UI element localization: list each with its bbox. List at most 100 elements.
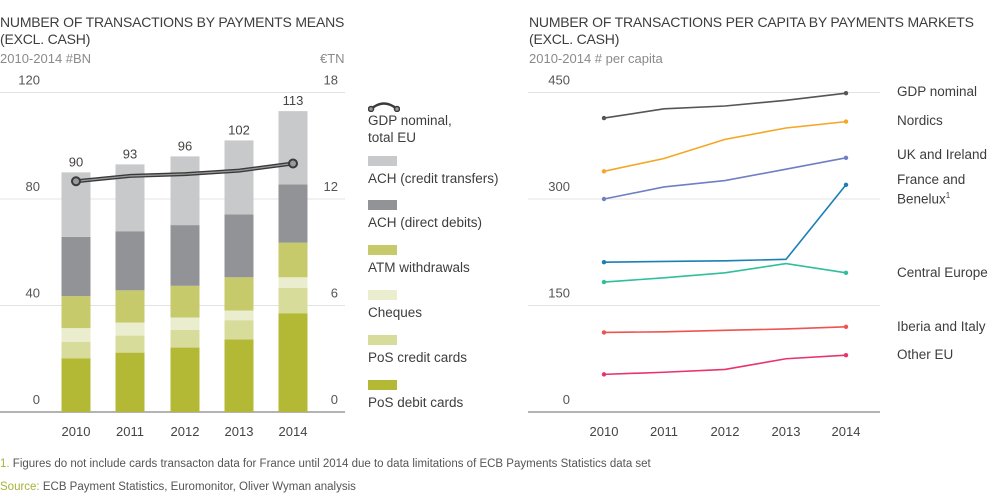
legend-label: GDP nominal, total EU [368, 113, 452, 145]
line-central-europe [603, 262, 847, 283]
left-y-tick-label: 40 [26, 286, 40, 301]
bar-segment-atm-withdrawals [61, 296, 91, 329]
right-chart: 0 150 300 450 2010 2011 2012 2013 2014 [528, 73, 880, 440]
legend-item: ACH (direct debits) [368, 200, 482, 231]
series-label: Nordics [897, 113, 943, 128]
right-title-line1: NUMBER OF TRANSACTIONS PER CAPITA BY PAY… [529, 14, 974, 30]
left-y2-tick-label: 12 [324, 179, 338, 194]
left-chart-right-unit: €TN [320, 51, 345, 66]
point-other-eu [601, 372, 607, 377]
bar-segment-atm-withdrawals [278, 242, 308, 278]
left-chart-subtitle: 2010-2014 #BN [0, 51, 92, 66]
point-nordics [601, 169, 607, 174]
legend-item: GDP nominal, total EU [368, 98, 478, 146]
legend-label: ATM withdrawals [368, 260, 470, 275]
bar-segment-pos-credit-cards [170, 329, 200, 348]
source-label: Source: [0, 481, 40, 493]
bar-segment-pos-credit-cards [278, 287, 308, 314]
left-chart-title: NUMBER OF TRANSACTIONS BY PAYMENTS MEANS… [0, 14, 344, 48]
bar-total-label: 96 [178, 138, 192, 153]
right-ticks: 0 150 300 450 2010 2011 2012 2013 2014 [548, 73, 860, 440]
legend-item: ATM withdrawals [368, 245, 470, 276]
bar-total-label: 90 [69, 154, 83, 169]
left-y-tick-label: 0 [33, 392, 40, 407]
line-uk-and-ireland [603, 157, 847, 200]
point-france-and-benelux [843, 182, 849, 187]
right-title-line2: (EXCL. CASH) [529, 31, 620, 47]
legend-line-marker [368, 105, 375, 112]
bar-segment-pos-debit-cards [224, 339, 254, 412]
bar-segment-ach-credit-transfers [224, 140, 254, 215]
bar-segment-pos-credit-cards [224, 320, 254, 340]
legend-swatch [368, 380, 397, 390]
left-bars [61, 111, 308, 412]
bar-segment-pos-debit-cards [170, 347, 200, 412]
legend-line-marker [393, 105, 400, 112]
bar-segment-atm-withdrawals [115, 290, 145, 323]
gdp-line-marker [71, 176, 81, 187]
gdp-line-legend-icon [368, 102, 400, 112]
left-y-tick-label: 120 [18, 73, 40, 88]
series-label: UK and Ireland [897, 147, 988, 162]
point-france-and-benelux [601, 259, 607, 265]
gdp-line [75, 162, 294, 182]
right-y-tick-label: 450 [548, 73, 570, 88]
left-title-line2: (EXCL. CASH) [0, 31, 91, 47]
point-gdp-nominal [601, 115, 607, 121]
footnote-marker: 1. [0, 458, 10, 470]
legend-label: Cheques [368, 305, 423, 320]
series-label: France and Benelux1 [897, 172, 966, 207]
line-gdp-nominal [603, 92, 847, 119]
left-y-tick-label: 80 [26, 179, 40, 194]
right-grid [528, 92, 880, 413]
point-central-europe [601, 279, 607, 285]
bar-segment-pos-debit-cards [278, 313, 308, 412]
bar-segment-pos-debit-cards [61, 358, 91, 412]
left-title-line1: NUMBER OF TRANSACTIONS BY PAYMENTS MEANS [0, 14, 345, 30]
legend-item: PoS debit cards [368, 380, 463, 411]
legend-swatch [368, 200, 397, 210]
left-chart: 90 93 96 102 113 0 0 40 6 80 12 120 18 2010 2011 2012 2… [0, 73, 345, 440]
gdp-line-marker [288, 158, 298, 169]
point-uk-and-ireland [601, 196, 607, 202]
bar-segment-cheques [170, 317, 200, 330]
line-other-eu [603, 354, 847, 376]
left-ticks: 0 0 40 6 80 12 120 18 2010 2011 2012 2013 2014 [18, 73, 338, 440]
point-uk-and-ireland [843, 155, 849, 161]
line-iberia-and-italy [603, 326, 847, 334]
left-totals: 90 93 96 102 113 [69, 93, 304, 169]
bar-total-label: 113 [283, 93, 304, 108]
right-y-tick-label: 0 [563, 392, 570, 407]
right-x-tick-label: 2011 [650, 424, 678, 439]
right-chart-subtitle: 2010-2014 # per capita [529, 51, 663, 66]
bar-segment-ach-direct-debits [224, 214, 254, 278]
legend-item: PoS credit cards [368, 335, 467, 366]
right-x-tick-label: 2014 [832, 424, 861, 439]
bar-segment-pos-credit-cards [115, 335, 145, 353]
right-x-tick-label: 2012 [711, 424, 740, 439]
left-gdp-line [71, 158, 298, 187]
bar-segment-pos-debit-cards [115, 352, 145, 412]
series-label: Other EU [897, 347, 954, 362]
legend-item: ACH (credit transfers) [368, 156, 499, 187]
bar-segment-cheques [224, 310, 254, 321]
point-iberia-and-italy [601, 330, 607, 335]
bar-segment-pos-credit-cards [61, 341, 91, 359]
bar-total-label: 102 [228, 122, 250, 137]
bar-segment-cheques [61, 328, 91, 342]
point-other-eu [843, 353, 849, 358]
x-tick-label: 2011 [116, 424, 144, 439]
left-y2-tick-label: 18 [324, 73, 338, 88]
bar-segment-ach-direct-debits [115, 231, 145, 291]
right-x-tick-label: 2010 [590, 424, 619, 439]
bar-segment-ach-direct-debits [61, 236, 91, 297]
legend-swatch [368, 335, 397, 345]
x-tick-label: 2010 [62, 424, 91, 439]
right-chart-title: NUMBER OF TRANSACTIONS PER CAPITA BY PAY… [529, 14, 974, 48]
bar-segment-atm-withdrawals [170, 285, 200, 318]
bar-segment-ach-credit-transfers [278, 111, 308, 185]
bar-segment-ach-credit-transfers [170, 156, 200, 226]
legend-label: ACH (credit transfers) [368, 171, 499, 186]
line-france-and-benelux [603, 184, 847, 263]
footnote-text: Figures do not include cards transacton … [12, 458, 651, 470]
